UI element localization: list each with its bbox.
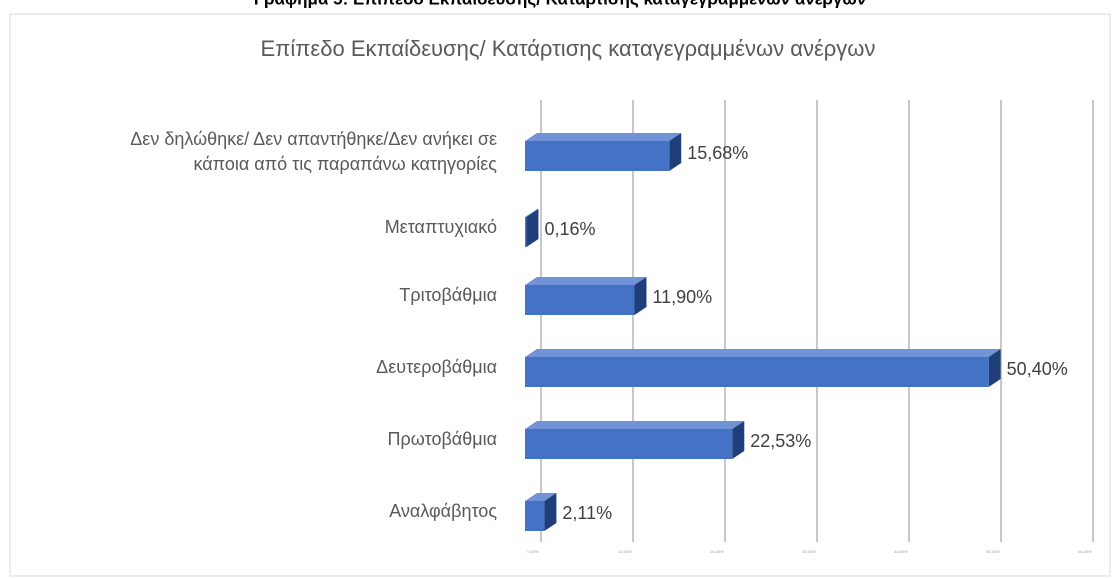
bar [525, 141, 670, 171]
bar-top [525, 349, 1001, 357]
bar [525, 429, 733, 459]
bar-top [525, 493, 557, 501]
x-tick-label: 20,00% [710, 549, 724, 554]
bar-top [525, 277, 647, 285]
y-tick-label: Δευτεροβάθμια [376, 357, 497, 377]
bar [525, 217, 527, 247]
x-tick-label: 50,00% [986, 549, 1000, 554]
bar [525, 285, 635, 315]
y-tick-label: Τριτοβάθμια [399, 285, 497, 305]
y-tick-label: Αναλφάβητος [389, 501, 497, 521]
x-tick-label: 60,00% [1078, 549, 1092, 554]
bar-side [544, 493, 557, 531]
value-label: 11,90% [652, 287, 712, 307]
x-tick-label: 10,00% [618, 549, 632, 554]
bar [525, 501, 545, 531]
value-label: 50,40% [1007, 359, 1068, 379]
bar-side [634, 277, 647, 315]
value-label: 15,68% [687, 143, 748, 163]
bar-side [988, 349, 1001, 387]
value-label: 22,53% [750, 431, 811, 451]
bar-side [669, 133, 682, 171]
bar [525, 357, 989, 387]
x-tick-label: 40,00% [894, 549, 908, 554]
bar-top [525, 421, 745, 429]
bar-side [732, 421, 745, 459]
y-tick-label: Πρωτοβάθμια [388, 429, 497, 449]
y-tick-label: Μεταπτυχιακό [385, 217, 497, 237]
bar-side [526, 209, 539, 247]
figure-heading: Γράφημα 5: Επίπεδο Εκπαίδευσης/ Κατάρτισ… [254, 0, 866, 8]
value-label: 0,16% [544, 219, 595, 239]
value-label: 2,11% [562, 503, 612, 523]
y-tick-label: Δεν δηλώθηκε/ Δεν απαντήθηκε/Δεν ανήκει … [130, 129, 497, 174]
bar-top [525, 209, 539, 217]
chart-title: Επίπεδο Εκπαίδευσης/ Κατάρτισης καταγεγρ… [261, 36, 876, 61]
x-tick-label: 30,00% [802, 549, 816, 554]
x-tick-label: 0,00% [527, 549, 539, 554]
bar-top [525, 133, 682, 141]
